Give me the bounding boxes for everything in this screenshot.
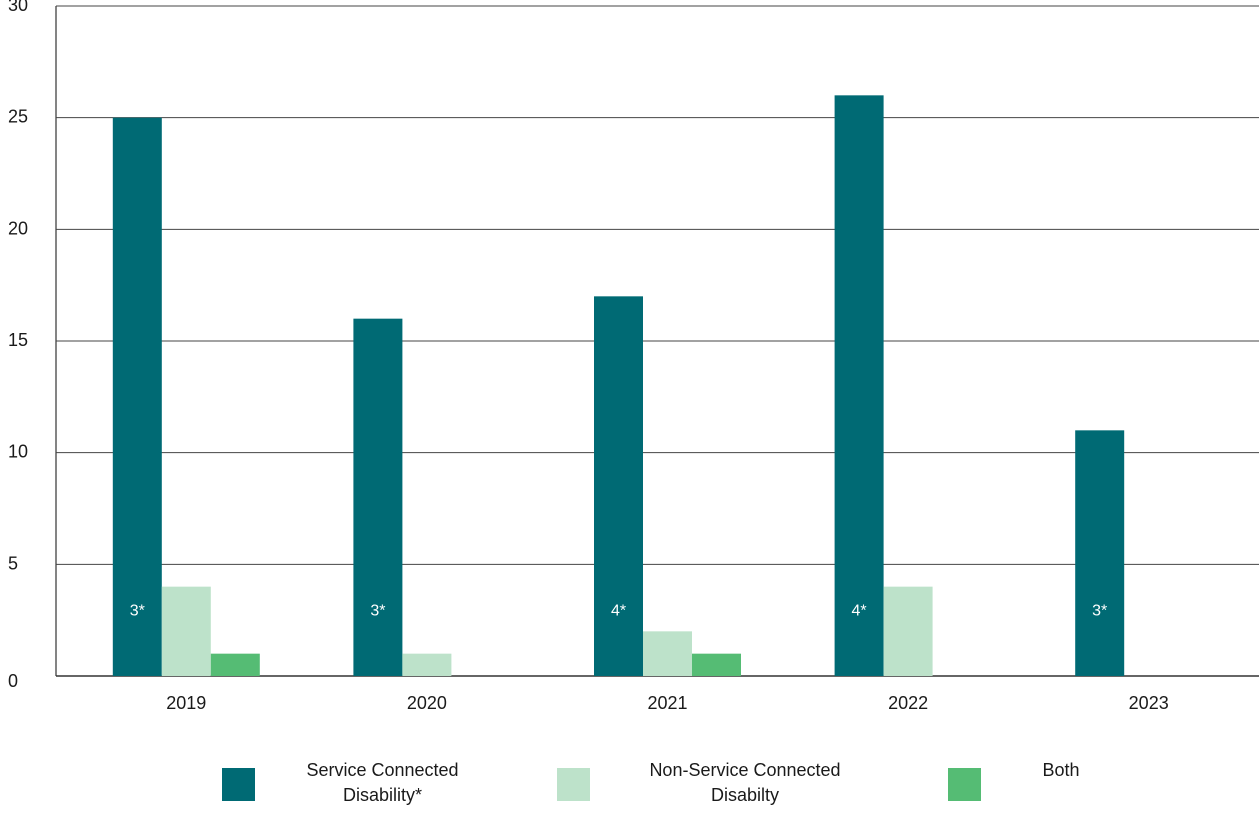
bar-2019-series-0: [112, 117, 162, 676]
x-axis-ticks: 2019 2020 2021 2022 2023: [166, 693, 1168, 713]
bar-2019-series-1: [161, 586, 211, 676]
legend-swatch-non-service-connected: [557, 768, 590, 801]
bar-annotation-2019: 3*: [130, 603, 145, 620]
legend: Service Connected Disability* Non-Servic…: [0, 760, 1259, 815]
y-tick-label: 20: [8, 218, 28, 238]
y-tick-label: 10: [8, 442, 28, 462]
y-tick-label: 30: [8, 0, 28, 15]
x-tick-label: 2023: [1129, 693, 1169, 713]
bar-2021-series-1: [643, 631, 692, 676]
legend-item-non-service-connected: Non-Service Connected Disabilty: [557, 760, 870, 808]
bar-2020-series-0: [353, 318, 403, 676]
y-tick-label: 5: [8, 553, 18, 573]
y-axis-ticks: 0 5 10 15 20 25 30: [8, 0, 28, 691]
bar-annotation-2022: 4*: [852, 603, 867, 620]
x-tick-label: 2022: [888, 693, 928, 713]
x-tick-label: 2019: [166, 693, 206, 713]
bar-2022-series-1: [883, 586, 933, 676]
y-tick-label: 15: [8, 330, 28, 350]
bar-annotations: 3* 3* 4* 4* 3*: [130, 603, 1108, 620]
legend-item-both: Both: [948, 760, 1116, 801]
legend-swatch-service-connected: [222, 768, 255, 801]
legend-label-both: Both: [1042, 760, 1080, 780]
x-tick-label: 2021: [647, 693, 687, 713]
bar-2019-series-2: [210, 653, 260, 676]
bar-annotation-2020: 3*: [370, 603, 385, 620]
legend-label-non-service-connected: Non-Service Connected Disabilty: [649, 760, 841, 805]
bar-2023-series-0: [1075, 430, 1125, 676]
legend-label-service-connected: Service Connected Disability*: [306, 760, 459, 805]
bar-2020-series-1: [402, 653, 452, 676]
bar-2021-series-0: [594, 296, 643, 676]
bars: [112, 95, 1125, 677]
gridlines: [55, 5, 1259, 677]
y-tick-label: 25: [8, 107, 28, 127]
bar-2022-series-0: [834, 95, 884, 677]
bar-annotation-2021: 4*: [611, 603, 626, 620]
legend-swatch-both: [948, 768, 981, 801]
x-tick-label: 2020: [407, 693, 447, 713]
bar-chart: 0 5 10 15 20 25 30 3* 3* 4* 4* 3* 2019 2020 2021 2022…: [8, 0, 1259, 713]
y-tick-label: 0: [8, 671, 18, 691]
legend-item-service-connected: Service Connected Disability*: [222, 760, 480, 808]
bar-2021-series-2: [692, 653, 741, 676]
bar-annotation-2023: 3*: [1092, 603, 1107, 620]
